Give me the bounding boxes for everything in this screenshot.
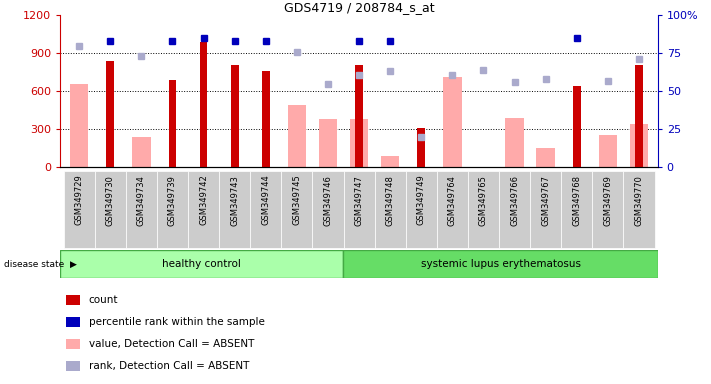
Bar	[506, 118, 524, 167]
Text: GSM349744: GSM349744	[261, 175, 270, 225]
Text: percentile rank within the sample: percentile rank within the sample	[88, 317, 264, 327]
Bar	[350, 119, 368, 167]
Text: count: count	[88, 295, 118, 305]
Title: GDS4719 / 208784_s_at: GDS4719 / 208784_s_at	[284, 1, 434, 14]
Bar	[219, 171, 250, 248]
Text: GSM349742: GSM349742	[199, 175, 208, 225]
Text: GSM349765: GSM349765	[479, 175, 488, 225]
Text: disease state  ▶: disease state ▶	[4, 260, 76, 268]
Bar	[132, 137, 151, 167]
Bar	[66, 339, 80, 349]
Bar	[107, 61, 114, 167]
Text: GSM349749: GSM349749	[417, 175, 426, 225]
Text: GSM349766: GSM349766	[510, 175, 519, 226]
Text: GSM349745: GSM349745	[292, 175, 301, 225]
Bar	[381, 156, 400, 167]
Bar	[599, 136, 617, 167]
Bar	[287, 105, 306, 167]
Text: GSM349768: GSM349768	[572, 175, 582, 226]
Bar	[319, 119, 337, 167]
Bar	[443, 77, 461, 167]
Text: GSM349734: GSM349734	[137, 175, 146, 225]
Bar	[406, 171, 437, 248]
Text: GSM349764: GSM349764	[448, 175, 457, 225]
Bar	[530, 171, 561, 248]
Bar	[169, 80, 176, 167]
Bar	[66, 317, 80, 327]
Bar	[592, 171, 624, 248]
Bar	[188, 171, 219, 248]
Bar	[126, 171, 157, 248]
Bar	[573, 86, 581, 167]
Text: GSM349770: GSM349770	[634, 175, 643, 225]
Text: GSM349730: GSM349730	[106, 175, 114, 225]
Bar	[63, 171, 95, 248]
Bar	[343, 250, 658, 278]
Bar	[282, 171, 312, 248]
Bar	[262, 71, 269, 167]
Bar	[200, 42, 208, 167]
Bar	[66, 361, 80, 371]
Bar	[60, 250, 343, 278]
Bar	[356, 65, 363, 167]
Bar	[231, 65, 238, 167]
Text: GSM349729: GSM349729	[75, 175, 84, 225]
Bar	[536, 148, 555, 167]
Text: GSM349746: GSM349746	[324, 175, 333, 225]
Text: GSM349747: GSM349747	[355, 175, 363, 225]
Bar	[312, 171, 343, 248]
Bar	[499, 171, 530, 248]
Bar	[624, 171, 655, 248]
Bar	[468, 171, 499, 248]
Text: GSM349739: GSM349739	[168, 175, 177, 225]
Text: GSM349767: GSM349767	[541, 175, 550, 226]
Text: GSM349743: GSM349743	[230, 175, 239, 225]
Text: rank, Detection Call = ABSENT: rank, Detection Call = ABSENT	[88, 361, 249, 371]
Text: healthy control: healthy control	[162, 259, 241, 269]
Bar	[375, 171, 406, 248]
Bar	[630, 124, 648, 167]
Text: GSM349748: GSM349748	[385, 175, 395, 225]
Bar	[157, 171, 188, 248]
Bar	[635, 65, 643, 167]
Bar	[250, 171, 282, 248]
Text: GSM349769: GSM349769	[604, 175, 612, 225]
Bar	[70, 84, 88, 167]
Bar	[561, 171, 592, 248]
Text: systemic lupus erythematosus: systemic lupus erythematosus	[420, 259, 580, 269]
Bar	[417, 128, 425, 167]
Bar	[343, 171, 375, 248]
Bar	[437, 171, 468, 248]
Text: value, Detection Call = ABSENT: value, Detection Call = ABSENT	[88, 339, 254, 349]
Bar	[66, 295, 80, 305]
Bar	[95, 171, 126, 248]
